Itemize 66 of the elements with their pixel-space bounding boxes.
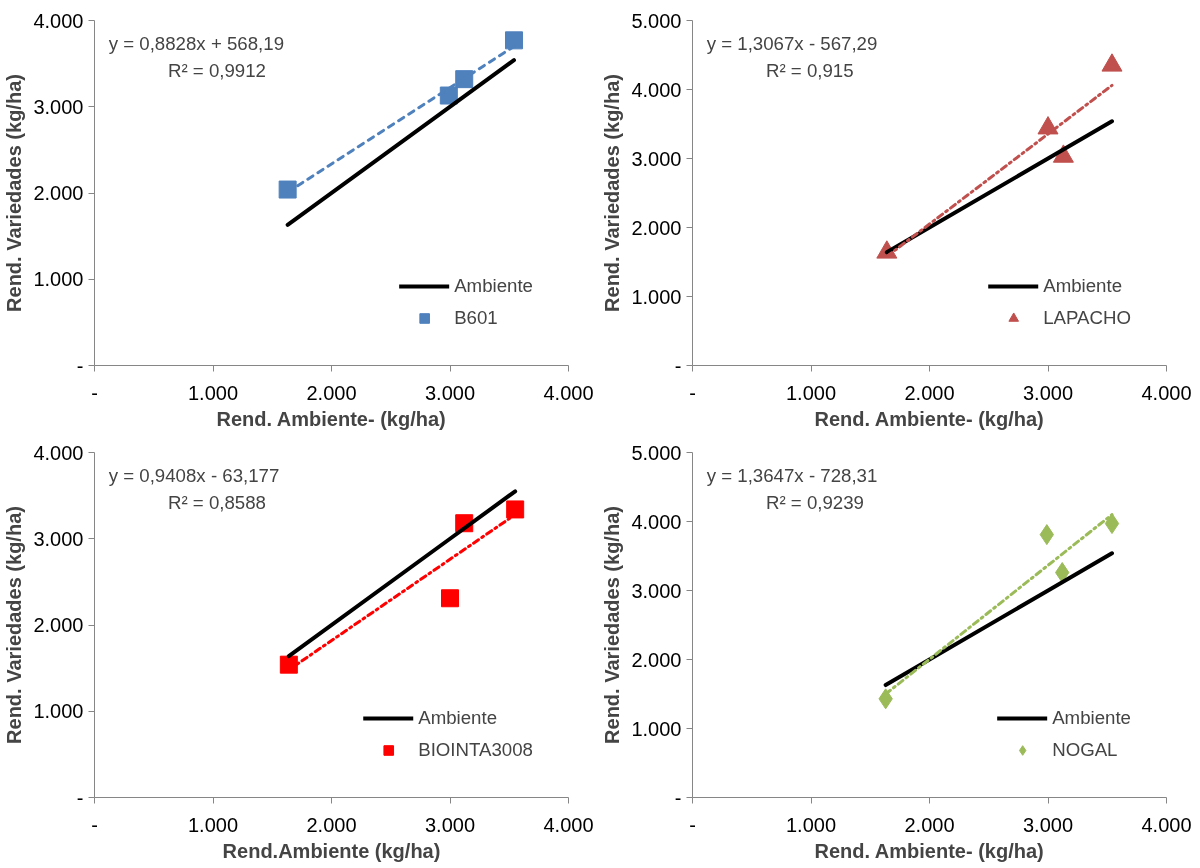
x-tick-label: 2.000 [904,381,955,404]
annotation: y = 0,9408x - 63,177 [108,464,280,486]
annotation: R² = 0,8588 [167,492,266,514]
annotation: R² = 0,9912 [167,60,266,82]
legend-label: Ambiente [454,275,533,297]
y-tick-label: 4.000 [33,441,84,464]
x-tick-label: 4.000 [1141,381,1192,404]
annotation: y = 0,8828x + 568,19 [108,32,285,54]
x-tick-label: 1.000 [187,381,239,404]
y-axis-title: Rend. Variedades (kg/ha) [601,74,624,312]
legend-label: BIOINTA3008 [418,739,533,761]
legend-label: Ambiente [1043,275,1123,297]
y-tick-label: 4.000 [631,78,682,101]
y-tick-label: 2.000 [631,216,682,239]
y-tick-label: 4.000 [631,510,682,533]
x-tick-label: - [689,381,696,404]
annotation: R² = 0,9239 [765,492,864,514]
y-axis-title: Rend. Variedades (kg/ha) [601,506,624,744]
x-tick-label: 4.000 [1141,813,1192,836]
y-tick-label: 3.000 [33,95,84,118]
y-tick-label: - [674,354,682,377]
annotation: R² = 0,915 [765,60,854,82]
y-axis-title: Rend. Variedades (kg/ha) [3,506,26,744]
y-tick-label: 1.000 [33,268,84,291]
y-tick-label: 2.000 [33,614,84,636]
x-tick-label: 1.000 [785,381,837,404]
annotation: y = 1,3067x - 567,29 [706,32,878,54]
x-tick-label: 3.000 [424,813,476,836]
x-tick-label: 4.000 [543,381,594,404]
x-tick-label: 1.000 [187,813,239,836]
x-tick-label: 3.000 [1022,813,1074,836]
x-tick-label: - [91,813,98,836]
annotation: y = 1,3647x - 728,31 [706,464,878,486]
x-axis-title: Rend. Ambiente- (kg/ha) [216,407,446,430]
legend-label: Ambiente [1052,707,1131,729]
y-tick-label: 3.000 [631,579,682,602]
y-tick-label: 4.000 [33,9,84,32]
x-axis-title: Rend. Ambiente- (kg/ha) [814,839,1044,862]
y-tick-label: 5.000 [631,9,682,32]
legend-label: NOGAL [1052,739,1118,761]
y-tick-label: - [76,354,84,377]
y-tick-label: 2.000 [33,182,84,204]
y-tick-label: 1.000 [33,700,84,723]
y-tick-label: - [674,786,682,809]
x-tick-label: 2.000 [306,381,357,404]
y-tick-label: - [76,786,84,809]
x-tick-label: - [91,381,98,404]
x-axis-title: Rend.Ambiente (kg/ha) [222,839,441,862]
x-tick-label: 3.000 [1022,381,1074,404]
x-axis-title: Rend. Ambiente- (kg/ha) [814,407,1044,430]
x-tick-label: 3.000 [424,381,476,404]
legend-label: LAPACHO [1043,307,1131,329]
x-tick-label: 4.000 [543,813,594,836]
x-tick-label: 2.000 [904,813,955,836]
x-tick-label: 2.000 [306,813,357,836]
y-tick-label: 1.000 [631,285,682,308]
y-tick-label: 3.000 [33,527,84,550]
y-tick-label: 3.000 [631,147,682,170]
x-tick-label: - [689,813,696,836]
legend-label: B601 [454,307,498,329]
legend-label: Ambiente [418,707,498,729]
y-axis-title: Rend. Variedades (kg/ha) [3,74,26,312]
y-tick-label: 2.000 [631,648,682,671]
y-tick-label: 1.000 [631,717,682,740]
x-tick-label: 1.000 [785,813,837,836]
y-tick-label: 5.000 [631,441,682,464]
